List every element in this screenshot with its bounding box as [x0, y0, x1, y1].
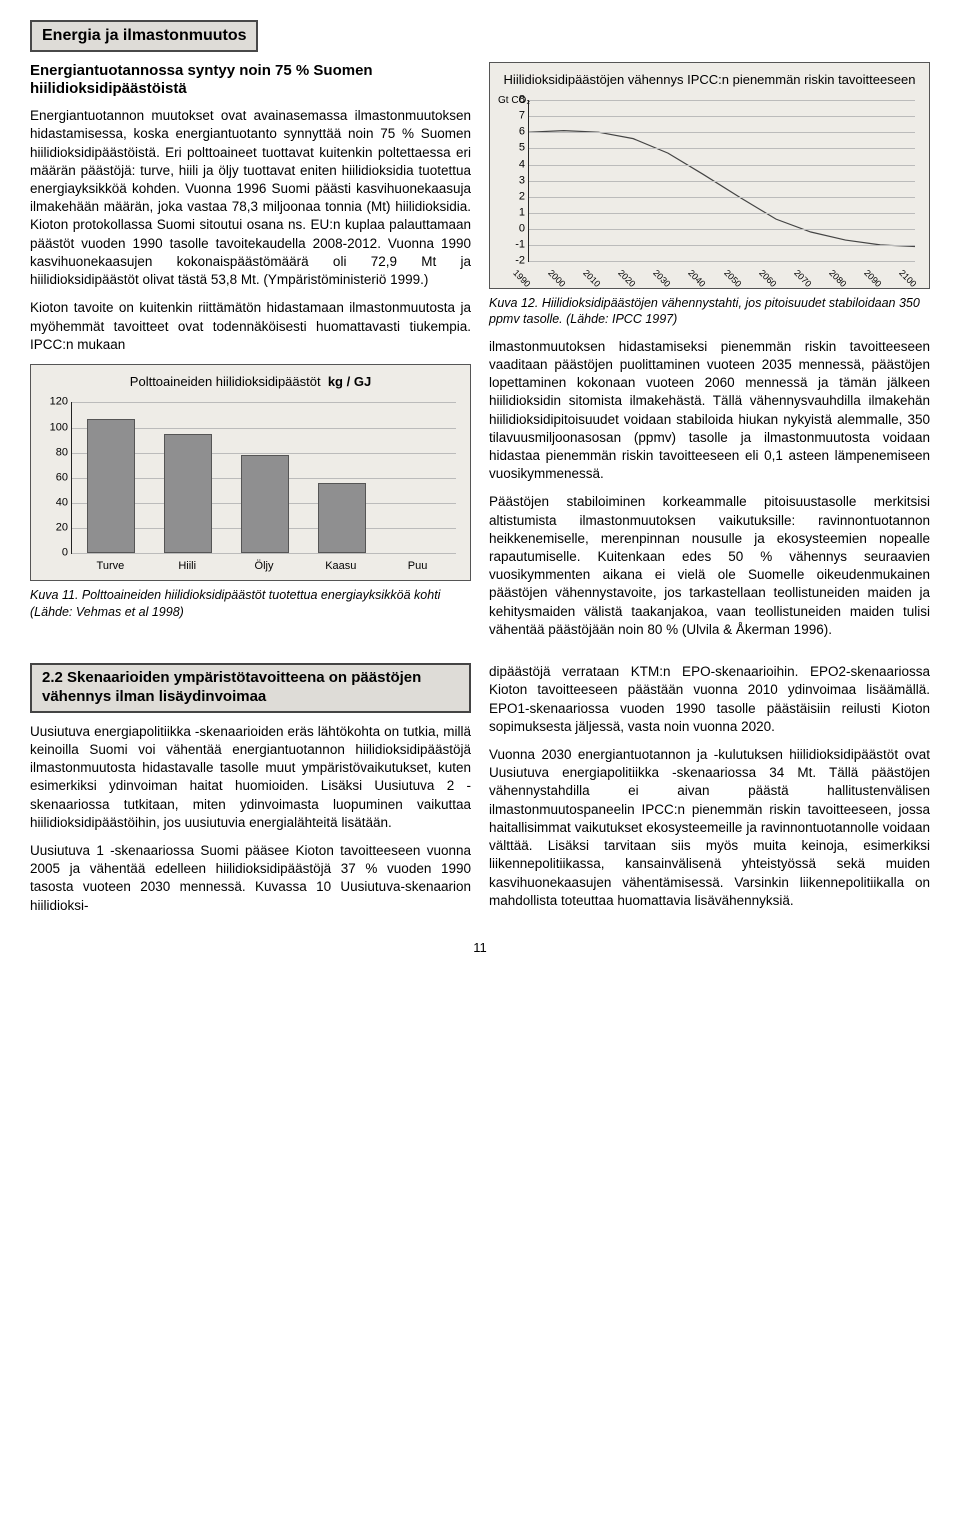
bar-y-tick: 100 [50, 420, 68, 435]
line-y-tick: 5 [519, 141, 525, 156]
bar-y-tick: 60 [56, 471, 68, 486]
bar-hiili [164, 434, 212, 554]
line-y-tick: 4 [519, 157, 525, 172]
line-plot-area: -2-1012345678199020002010202020302040205… [528, 100, 915, 262]
section2-left-p2: Uusiutuva 1 -skenaariossa Suomi pääsee K… [30, 842, 471, 915]
main-columns: Energiantuotannossa syntyy noin 75 % Suo… [30, 62, 930, 650]
bar-x-tick: Öljy [233, 559, 294, 574]
bar-y-tick: 0 [62, 546, 68, 561]
line-y-tick: 2 [519, 189, 525, 204]
line-x-tick: 2100 [896, 267, 919, 290]
bar-x-tick: Kaasu [310, 559, 371, 574]
section2-left: 2.2 Skenaarioiden ympäristötavoitteena o… [30, 663, 471, 925]
bar-chart-title: Polttoaineiden hiilidioksidipäästöt kg /… [39, 373, 462, 391]
bar-x-tick: Puu [387, 559, 448, 574]
intro-subhead: Energiantuotannossa syntyy noin 75 % Suo… [30, 62, 471, 100]
line-chart: Gt CO₂ -2-101234567819902000201020202030… [498, 94, 921, 284]
bar-chart-caption: Kuva 11. Polttoaineiden hiilidioksidipää… [30, 587, 471, 620]
section2-left-p1: Uusiutuva energiapolitiikka -skenaarioid… [30, 723, 471, 832]
bar-chart-box: Polttoaineiden hiilidioksidipäästöt kg /… [30, 364, 471, 582]
bar-kaasu [318, 483, 366, 553]
line-chart-box: Hiilidioksidipäästöjen vähennys IPCC:n p… [489, 62, 930, 290]
intro-p1: Energiantuotannon muutokset ovat avainas… [30, 107, 471, 289]
section2-title: 2.2 Skenaarioiden ympäristötavoitteena o… [30, 663, 471, 713]
line-y-tick: 8 [519, 93, 525, 108]
line-x-tick: 2060 [756, 267, 779, 290]
line-y-tick: 3 [519, 173, 525, 188]
line-x-tick: 2050 [721, 267, 744, 290]
bar-y-tick: 40 [56, 496, 68, 511]
bar-y-tick: 120 [50, 395, 68, 410]
line-chart-caption: Kuva 12. Hiilidioksidipäästöjen vähennys… [489, 295, 930, 328]
line-x-tick: 2030 [651, 267, 674, 290]
line-y-tick: 0 [519, 222, 525, 237]
section2-right-p2: Vuonna 2030 energiantuotannon ja -kulutu… [489, 746, 930, 910]
line-y-tick: 1 [519, 205, 525, 220]
page-title: Energia ja ilmastonmuutos [30, 20, 258, 52]
line-x-tick: 2010 [581, 267, 604, 290]
right-p2: Päästöjen stabiloiminen korkeammalle pit… [489, 493, 930, 639]
line-y-tick: 7 [519, 109, 525, 124]
bar-chart-title-text: Polttoaineiden hiilidioksidipäästöt [130, 374, 321, 389]
line-x-tick: 2020 [616, 267, 639, 290]
bar-y-tick: 20 [56, 521, 68, 536]
line-x-tick: 2090 [861, 267, 884, 290]
line-y-tick: -1 [515, 238, 525, 253]
section2-columns: 2.2 Skenaarioiden ympäristötavoitteena o… [30, 663, 930, 925]
left-column: Energiantuotannossa syntyy noin 75 % Suo… [30, 62, 471, 650]
page-number: 11 [30, 939, 930, 957]
line-chart-title: Hiilidioksidipäästöjen vähennys IPCC:n p… [498, 71, 921, 89]
bar-öljy [241, 455, 289, 553]
line-y-tick: 6 [519, 125, 525, 140]
line-x-tick: 1990 [510, 267, 533, 290]
bar-plot-area: 020406080100120TurveHiiliÖljyKaasuPuu [71, 402, 456, 554]
section2-right: dipäästöjä verrataan KTM:n EPO-skenaario… [489, 663, 930, 925]
bar-chart-unit: kg / GJ [328, 374, 371, 389]
intro-p2: Kioton tavoite on kuitenkin riittämätön … [30, 299, 471, 354]
bar-turve [87, 419, 135, 554]
bar-x-tick: Hiili [156, 559, 217, 574]
line-x-tick: 2040 [686, 267, 709, 290]
right-p1: ilmastonmuutoksen hidastamiseksi pienemm… [489, 338, 930, 484]
bar-y-tick: 80 [56, 445, 68, 460]
line-chart-ylabel: Gt CO₂ [498, 94, 530, 108]
line-y-tick: -2 [515, 254, 525, 269]
line-x-tick: 2000 [545, 267, 568, 290]
line-x-tick: 2080 [826, 267, 849, 290]
right-column: Hiilidioksidipäästöjen vähennys IPCC:n p… [489, 62, 930, 650]
bar-x-tick: Turve [80, 559, 141, 574]
bar-chart: 0 20 40 60 80 100 120 Turve Hiili Öljy Kaasu Puu [39, 396, 462, 576]
section2-right-p1: dipäästöjä verrataan KTM:n EPO-skenaario… [489, 663, 930, 736]
line-x-tick: 2070 [791, 267, 814, 290]
